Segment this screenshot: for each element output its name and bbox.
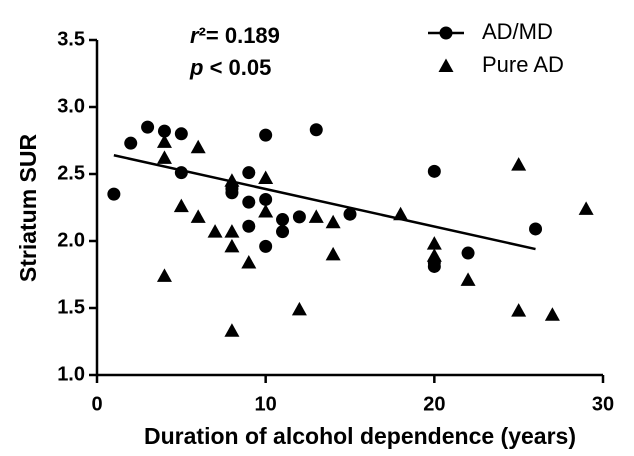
data-point (207, 224, 223, 238)
y-tick-label: 3.0 (57, 95, 85, 117)
data-point (174, 127, 188, 141)
data-point (461, 246, 475, 260)
data-point (156, 150, 172, 164)
data-point (325, 246, 341, 261)
data-point (258, 170, 274, 185)
data-point (259, 239, 273, 253)
data-point (427, 164, 441, 178)
data-point (292, 210, 306, 224)
data-point (241, 254, 257, 269)
data-point (291, 301, 307, 316)
data-point (224, 224, 240, 238)
data-point (156, 268, 172, 282)
data-point (276, 225, 290, 239)
annotation: p < 0.05 (189, 55, 271, 80)
x-tick-label: 30 (592, 393, 614, 415)
data-point (190, 139, 206, 154)
data-point (107, 187, 121, 201)
x-tick-label: 0 (91, 393, 102, 415)
data-point (427, 259, 441, 273)
data-point (309, 123, 323, 137)
data-point (242, 219, 256, 233)
data-point (174, 166, 188, 180)
y-tick-label: 2.0 (57, 229, 85, 251)
data-point (225, 186, 239, 200)
data-point (276, 213, 290, 227)
data-point (393, 206, 409, 221)
data-point (426, 248, 442, 262)
data-point (426, 236, 442, 250)
data-point (141, 120, 155, 134)
data-point (259, 128, 273, 142)
data-point (224, 173, 240, 187)
data-point (511, 303, 527, 317)
data-point (308, 209, 324, 223)
data-point (460, 272, 476, 286)
data-point (124, 136, 138, 150)
data-point (578, 201, 594, 215)
legend-marker (439, 26, 453, 40)
data-point (242, 195, 256, 209)
x-tick-label: 10 (255, 393, 277, 415)
data-point (224, 323, 240, 337)
data-point (242, 166, 256, 180)
data-point (511, 157, 527, 171)
data-point (258, 204, 274, 218)
data-point (157, 124, 171, 138)
x-axis-label: Duration of alcohol dependence (years) (144, 423, 576, 449)
data-point (190, 209, 206, 223)
annotation: r²= 0.189 (190, 23, 280, 48)
data-point (544, 307, 560, 321)
data-point (156, 134, 172, 148)
y-tick-label: 1.0 (57, 363, 85, 385)
y-axis-label: Striatum SUR (15, 133, 41, 282)
x-tick-label: 20 (423, 393, 445, 415)
data-point (259, 192, 273, 206)
data-point (343, 207, 357, 221)
legend-label: AD/MD (482, 19, 553, 44)
data-point (224, 238, 240, 253)
legend-label: Pure AD (482, 52, 564, 77)
legend-marker (438, 58, 454, 72)
data-point (529, 222, 543, 236)
data-point (325, 214, 341, 229)
y-tick-label: 3.5 (57, 28, 85, 50)
data-point (173, 198, 189, 213)
y-tick-label: 2.5 (57, 162, 85, 184)
y-tick-label: 1.5 (57, 296, 85, 318)
